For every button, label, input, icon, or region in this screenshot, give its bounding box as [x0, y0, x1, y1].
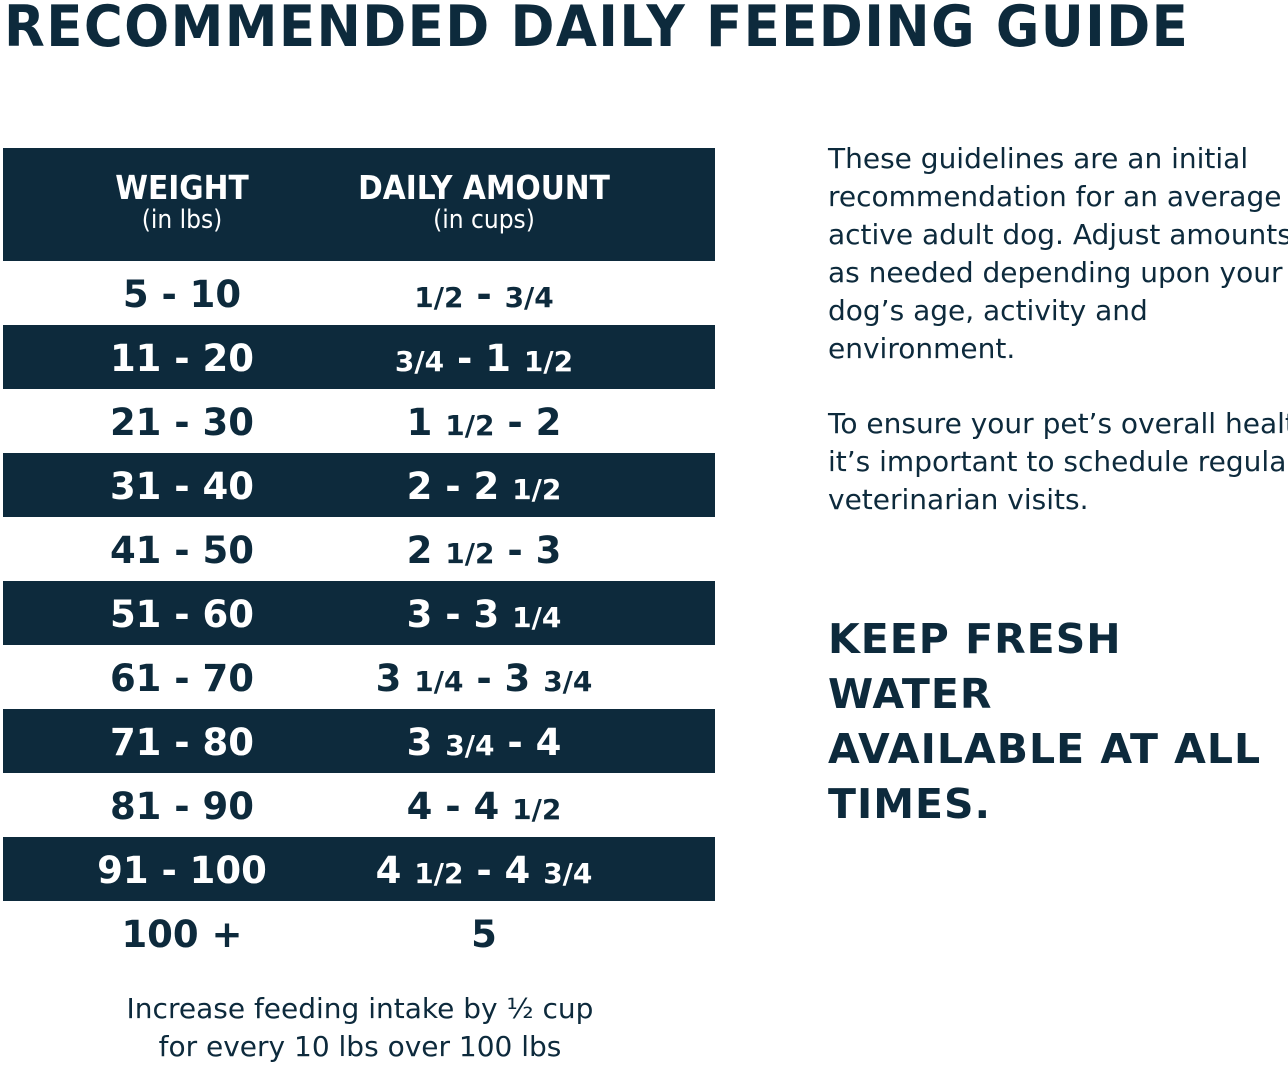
health-paragraph: To ensure your pet’s overall health, it’…: [828, 405, 1288, 519]
water-line: TIMES.: [828, 780, 992, 828]
weight-cell: 81 - 90: [109, 785, 255, 828]
amount-cell: 5: [471, 913, 497, 956]
header-weight-unit: (in lbs): [141, 205, 223, 235]
weight-cell: 11 - 20: [109, 337, 255, 380]
weight-cell: 91 - 100: [97, 849, 267, 892]
note-line: for every 10 lbs over 100 lbs: [158, 1030, 562, 1063]
note-line: Increase feeding intake by ½ cup: [126, 992, 594, 1025]
text-line: environment.: [828, 332, 1016, 365]
text-line: active adult dog. Adjust amounts: [828, 218, 1288, 251]
weight-cell: 21 - 30: [109, 401, 255, 444]
text-line: dog’s age, activity and: [828, 294, 1148, 327]
table-row: 5 - 10 1/2 - 3/4: [3, 261, 715, 325]
text-line: veterinarian visits.: [828, 483, 1089, 516]
water-line: KEEP FRESH WATER: [828, 615, 1122, 718]
amount-cell: 4 - 4 1/2: [406, 785, 562, 828]
table-row: 11 - 20 3/4 - 1 1/2: [3, 325, 715, 389]
weight-cell: 51 - 60: [109, 593, 255, 636]
weight-cell: 41 - 50: [109, 529, 255, 572]
header-amount-label: DAILY AMOUNT: [358, 168, 610, 207]
text-line: To ensure your pet’s overall health,: [828, 407, 1288, 440]
amount-cell: 3 - 3 1/4: [406, 593, 562, 636]
text-line: These guidelines are an initial: [828, 142, 1249, 175]
table-header: WEIGHT (in lbs) DAILY AMOUNT (in cups): [3, 148, 715, 261]
table-row: 81 - 90 4 - 4 1/2: [3, 773, 715, 837]
amount-cell: 2 1/2 - 3: [406, 529, 562, 572]
table-row: 51 - 60 3 - 3 1/4: [3, 581, 715, 645]
table-row: 21 - 30 1 1/2 - 2: [3, 389, 715, 453]
guidelines-paragraph: These guidelines are an initial recommen…: [828, 140, 1288, 368]
table-row: 91 - 100 4 1/2 - 4 3/4: [3, 837, 715, 901]
table-row: 71 - 80 3 3/4 - 4: [3, 709, 715, 773]
weight-cell: 61 - 70: [109, 657, 255, 700]
text-line: as needed depending upon your: [828, 256, 1283, 289]
weight-cell: 31 - 40: [109, 465, 255, 508]
amount-cell: 3 1/4 - 3 3/4: [375, 657, 593, 700]
amount-cell: 1/2 - 3/4: [414, 273, 554, 316]
weight-cell: 71 - 80: [109, 721, 255, 764]
text-line: recommendation for an average: [828, 180, 1282, 213]
feeding-note: Increase feeding intake by ½ cup for eve…: [60, 990, 660, 1066]
water-reminder: KEEP FRESH WATER AVAILABLE AT ALL TIMES.: [828, 612, 1288, 832]
table-row: 100 + 5: [3, 901, 715, 965]
weight-cell: 100 +: [121, 913, 243, 956]
amount-cell: 2 - 2 1/2: [406, 465, 562, 508]
header-weight: WEIGHT (in lbs): [82, 168, 282, 235]
page-title: RECOMMENDED DAILY FEEDING GUIDE: [4, 0, 1190, 60]
amount-cell: 4 1/2 - 4 3/4: [375, 849, 593, 892]
amount-cell: 1 1/2 - 2: [406, 401, 562, 444]
table-row: 31 - 40 2 - 2 1/2: [3, 453, 715, 517]
table-row: 41 - 50 2 1/2 - 3: [3, 517, 715, 581]
feeding-table: WEIGHT (in lbs) DAILY AMOUNT (in cups) 5…: [3, 148, 715, 965]
water-line: AVAILABLE AT ALL: [828, 725, 1262, 773]
amount-cell: 3/4 - 1 1/2: [394, 337, 574, 380]
amount-cell: 3 3/4 - 4: [406, 721, 562, 764]
text-line: it’s important to schedule regular: [828, 445, 1288, 478]
table-row: 61 - 70 3 1/4 - 3 3/4: [3, 645, 715, 709]
header-amount-unit: (in cups): [433, 205, 535, 235]
weight-cell: 5 - 10: [122, 273, 242, 316]
header-amount: DAILY AMOUNT (in cups): [333, 168, 635, 235]
header-weight-label: WEIGHT: [115, 168, 249, 207]
